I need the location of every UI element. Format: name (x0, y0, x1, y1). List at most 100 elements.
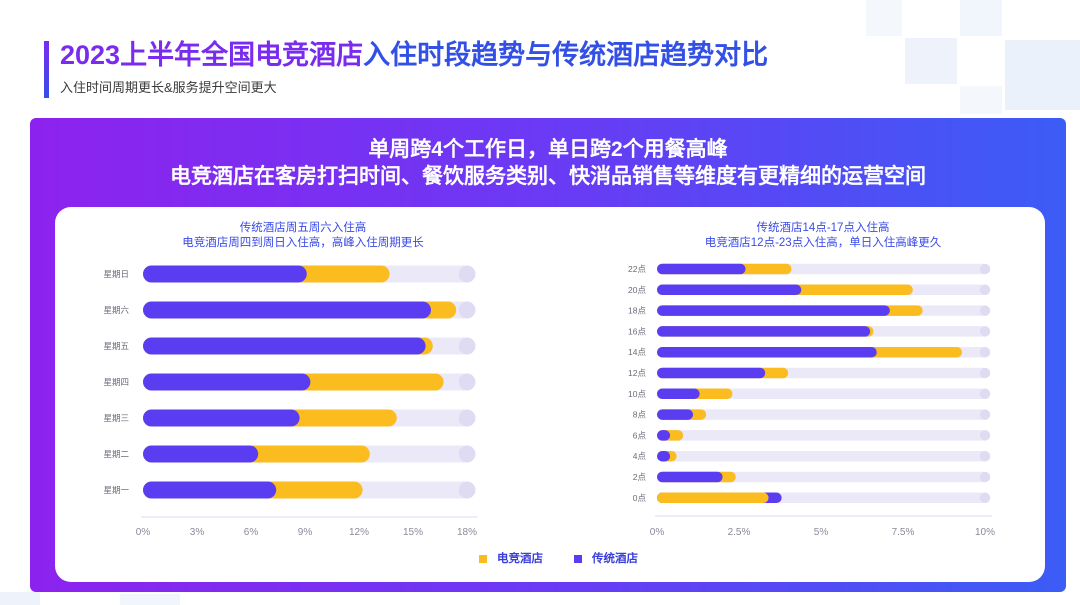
bar-traditional-hotel (143, 373, 311, 391)
decor-square (960, 0, 1002, 36)
bar-traditional-hotel (657, 284, 802, 296)
decor-square (960, 86, 1002, 114)
banner-description: 电竞酒店在客房打扫时间、餐饮服务类别、快消品销售等维度有更精细的运营空间 (170, 165, 926, 188)
y-tick-label: 星期六 (103, 305, 129, 315)
bar-traditional-hotel (657, 326, 871, 337)
bar-track (657, 430, 991, 441)
decor-square (866, 0, 902, 36)
y-tick-label: 22点 (628, 264, 646, 274)
bar-track-end (458, 337, 476, 355)
bar-track-end (979, 347, 991, 358)
banner-headline: 单周跨4个工作日，单日跨2个用餐高峰 (368, 138, 728, 161)
bar-traditional-hotel (657, 430, 671, 441)
x-tick-label: 0% (136, 527, 151, 538)
y-tick-label: 星期四 (103, 377, 129, 387)
bar-traditional-hotel (657, 409, 694, 420)
chart-card: 传统酒店周五周六入住高 电竞酒店周四到周日入住高，高峰入住周期更长 0% 3% 6% 9%… (55, 207, 1045, 582)
decor-square (120, 594, 180, 605)
chart-subtitle: 电竞酒店周四到周日入住高，高峰入住周期更长 (182, 235, 424, 249)
y-tick-label: 20点 (628, 285, 646, 295)
legend-item-traditional-hotel: 传统酒店 (574, 551, 638, 567)
page-title: 2023上半年全国电竞酒店入住时段趋势与传统酒店趋势对比 (60, 38, 768, 72)
x-tick-label: 9% (298, 527, 313, 538)
bar-track-end (979, 367, 991, 379)
decor-square (0, 592, 40, 605)
bar-track-end (979, 263, 991, 275)
gradient-panel: 单周跨4个工作日，单日跨2个用餐高峰 电竞酒店在客房打扫时间、餐饮服务类别、快消… (30, 118, 1066, 592)
bar-traditional-hotel (143, 409, 300, 427)
legend-swatch-traditional-hotel (574, 555, 582, 563)
bar-track (657, 388, 991, 400)
bar-traditional-hotel (143, 337, 426, 355)
title-accent-bar (44, 41, 49, 98)
bar-track-end (979, 326, 991, 337)
bar-track-end (458, 301, 476, 319)
y-tick-label: 星期三 (103, 413, 129, 423)
x-tick-label: 0% (650, 527, 665, 538)
bar-traditional-hotel (143, 301, 431, 319)
bar-traditional-hotel (143, 445, 259, 463)
y-tick-label: 0点 (633, 493, 647, 503)
y-tick-label: 10点 (628, 389, 646, 399)
chart-title: 传统酒店周五周六入住高 (240, 220, 367, 234)
bar-esports-hotel (657, 492, 769, 504)
decor-square (905, 38, 957, 84)
y-tick-label: 4点 (633, 451, 647, 461)
bar-traditional-hotel (143, 481, 277, 499)
bar-traditional-hotel (657, 305, 890, 316)
chart-subtitle: 电竞酒店12点-23点入住高，单日入住高峰更久 (705, 235, 942, 249)
x-tick-label: 2.5% (728, 527, 751, 538)
x-tick-label: 10% (975, 527, 995, 538)
bar-track-end (458, 373, 476, 391)
bar-track-end (979, 409, 991, 420)
x-tick-label: 7.5% (892, 527, 915, 538)
y-tick-label: 12点 (628, 368, 646, 378)
bar-track-end (979, 471, 991, 483)
y-tick-label: 星期日 (103, 269, 129, 279)
page-title-rest: 入住时段趋势与传统酒店趋势对比 (363, 40, 769, 70)
legend-swatch-esports-hotel (479, 555, 487, 563)
y-tick-label: 18点 (628, 306, 646, 316)
page-subtitle: 入住时间周期更长&服务提升空间更大 (60, 80, 277, 95)
legend-label-esports-hotel: 电竞酒店 (497, 553, 543, 565)
bar-track-end (979, 492, 991, 503)
bar-track-end (979, 451, 991, 462)
bar-track-end (979, 430, 991, 441)
x-tick-label: 18% (457, 527, 477, 538)
bar-traditional-hotel (657, 263, 746, 275)
bar-track-end (458, 409, 476, 427)
y-tick-label: 14点 (628, 347, 646, 357)
legend-label-traditional-hotel: 传统酒店 (592, 553, 638, 565)
bar-track-end (458, 445, 476, 463)
bar-traditional-hotel (657, 346, 877, 358)
page-title-highlight: 2023上半年全国电竞酒店 (60, 40, 364, 70)
y-tick-label: 2点 (633, 472, 647, 482)
x-tick-label: 3% (190, 527, 205, 538)
bar-track-end (458, 265, 476, 283)
bar-traditional-hotel (143, 265, 307, 283)
bar-traditional-hotel (657, 388, 700, 400)
decor-square (1005, 40, 1080, 110)
bar-track-end (458, 481, 476, 499)
x-tick-label: 5% (814, 527, 829, 538)
chart-title: 传统酒店14点-17点入住高 (757, 220, 890, 234)
bar-track (657, 450, 991, 462)
x-tick-label: 15% (403, 527, 423, 538)
y-tick-label: 星期二 (103, 449, 129, 459)
y-tick-label: 16点 (628, 326, 646, 336)
bar-track (657, 409, 991, 420)
bar-track-end (979, 284, 991, 295)
bar-track-end (979, 305, 991, 316)
bar-traditional-hotel (657, 471, 723, 483)
x-tick-label: 6% (244, 527, 259, 538)
bar-traditional-hotel (657, 450, 671, 462)
y-tick-label: 星期一 (103, 485, 129, 495)
bar-track-end (979, 388, 991, 399)
y-tick-label: 6点 (633, 430, 647, 440)
y-tick-label: 星期五 (103, 341, 129, 351)
legend-item-esports-hotel: 电竞酒店 (479, 551, 543, 567)
